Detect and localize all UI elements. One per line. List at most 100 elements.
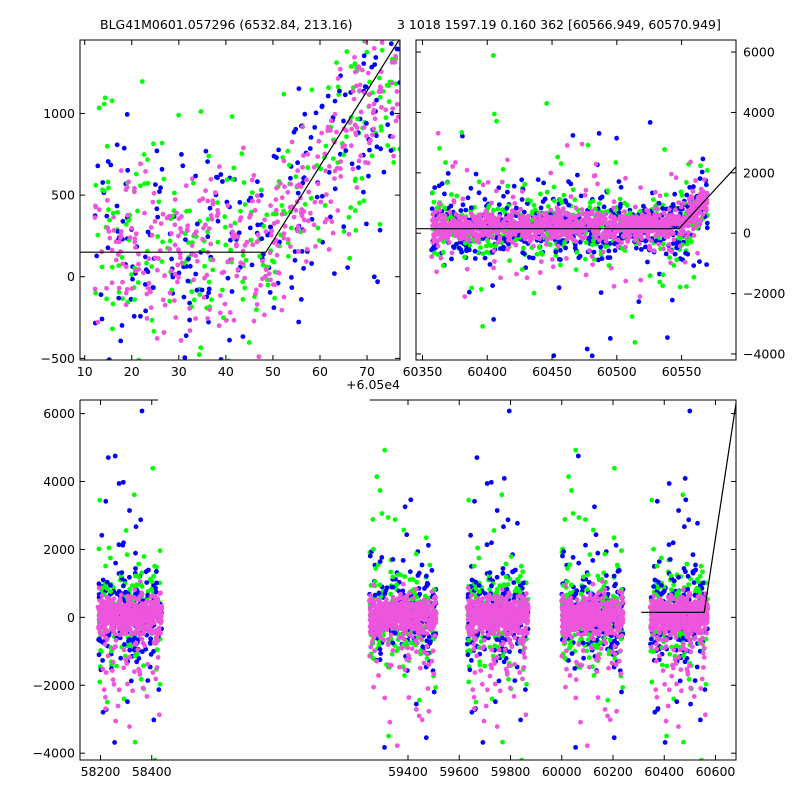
data-point: [182, 355, 188, 360]
data-point: [154, 206, 160, 212]
data-point: [519, 267, 525, 272]
data-point: [330, 156, 336, 162]
data-point: [506, 241, 511, 247]
data-point: [192, 231, 198, 237]
data-point: [495, 240, 501, 245]
data-point: [104, 699, 110, 705]
data-point: [388, 0, 393, 3]
data-point: [105, 245, 111, 251]
data-point: [324, 192, 329, 198]
data-point: [676, 200, 681, 206]
data-point: [603, 244, 608, 250]
data-point: [422, 586, 427, 591]
data-point: [682, 476, 688, 481]
data-point: [634, 214, 640, 220]
data-point: [356, 65, 362, 71]
data-point: [575, 32, 580, 37]
data-point: [107, 217, 112, 223]
data-point: [141, 152, 147, 157]
data-point: [110, 210, 116, 216]
data-point: [704, 182, 709, 188]
data-point: [379, 127, 384, 133]
data-point: [237, 218, 243, 223]
data-point: [505, 189, 510, 195]
data-point: [237, 200, 243, 205]
data-point: [198, 345, 204, 351]
data-point: [442, 205, 447, 211]
data-point: [257, 254, 262, 259]
data-point: [542, 218, 548, 224]
data-point: [656, 241, 662, 247]
data-point: [157, 548, 163, 554]
data-point: [433, 209, 438, 215]
data-point: [680, 200, 686, 206]
data-point: [463, 207, 469, 213]
data-point: [555, 154, 560, 160]
data-point: [328, 374, 333, 379]
data-point: [275, 219, 280, 225]
data-point: [249, 177, 255, 183]
data-point: [671, 216, 676, 222]
data-point: [247, 214, 252, 220]
data-point: [355, 116, 360, 122]
data-point: [319, 103, 325, 109]
data-point: [133, 573, 138, 579]
data-point: [445, 171, 451, 176]
data-point: [362, 90, 367, 96]
data-point: [648, 238, 654, 244]
data-point: [95, 163, 101, 169]
data-point: [558, 247, 563, 253]
data-point: [125, 699, 130, 705]
data-point: [439, 181, 445, 187]
data-point: [187, 300, 193, 306]
data-point: [356, 158, 362, 164]
data-point: [575, 172, 580, 178]
data-point: [563, 391, 568, 396]
data-point: [424, 573, 429, 579]
data-point: [206, 286, 212, 292]
data-point: [350, 166, 356, 172]
data-point: [450, 164, 456, 169]
data-point: [621, 223, 627, 229]
data-point: [206, 226, 212, 232]
data-point: [323, 143, 329, 149]
data-point: [123, 264, 129, 270]
data-point: [611, 735, 617, 741]
y-tick-label: 4000: [743, 105, 775, 120]
data-point: [268, 225, 274, 230]
data-point: [656, 559, 662, 564]
data-point: [499, 635, 505, 641]
data-point: [501, 659, 507, 665]
data-point: [620, 685, 626, 690]
data-point: [446, 239, 452, 245]
data-point: [198, 109, 204, 114]
data-point: [576, 255, 582, 261]
data-point: [304, 259, 309, 264]
data-point: [172, 190, 177, 196]
data-point: [598, 640, 603, 646]
data-point: [517, 573, 523, 579]
data-point: [510, 240, 515, 245]
data-point: [614, 562, 620, 568]
data-point: [617, 214, 623, 220]
data-point: [551, 184, 557, 190]
data-point: [647, 120, 653, 125]
data-point: [228, 247, 234, 253]
data-point: [293, 126, 299, 132]
data-point: [152, 757, 158, 760]
data-point: [491, 207, 496, 213]
data-point: [109, 280, 115, 286]
data-point: [159, 166, 165, 172]
data-point: [274, 185, 279, 191]
y-tick-label: 6000: [743, 45, 775, 60]
data-point: [410, 577, 416, 582]
data-point: [353, 176, 358, 182]
data-point: [454, 241, 459, 247]
data-point: [172, 197, 178, 202]
data-point: [119, 323, 125, 328]
data-point: [313, 244, 318, 249]
data-point: [490, 224, 496, 230]
data-point: [148, 305, 154, 310]
data-point: [389, 80, 395, 86]
data-point: [301, 266, 306, 271]
